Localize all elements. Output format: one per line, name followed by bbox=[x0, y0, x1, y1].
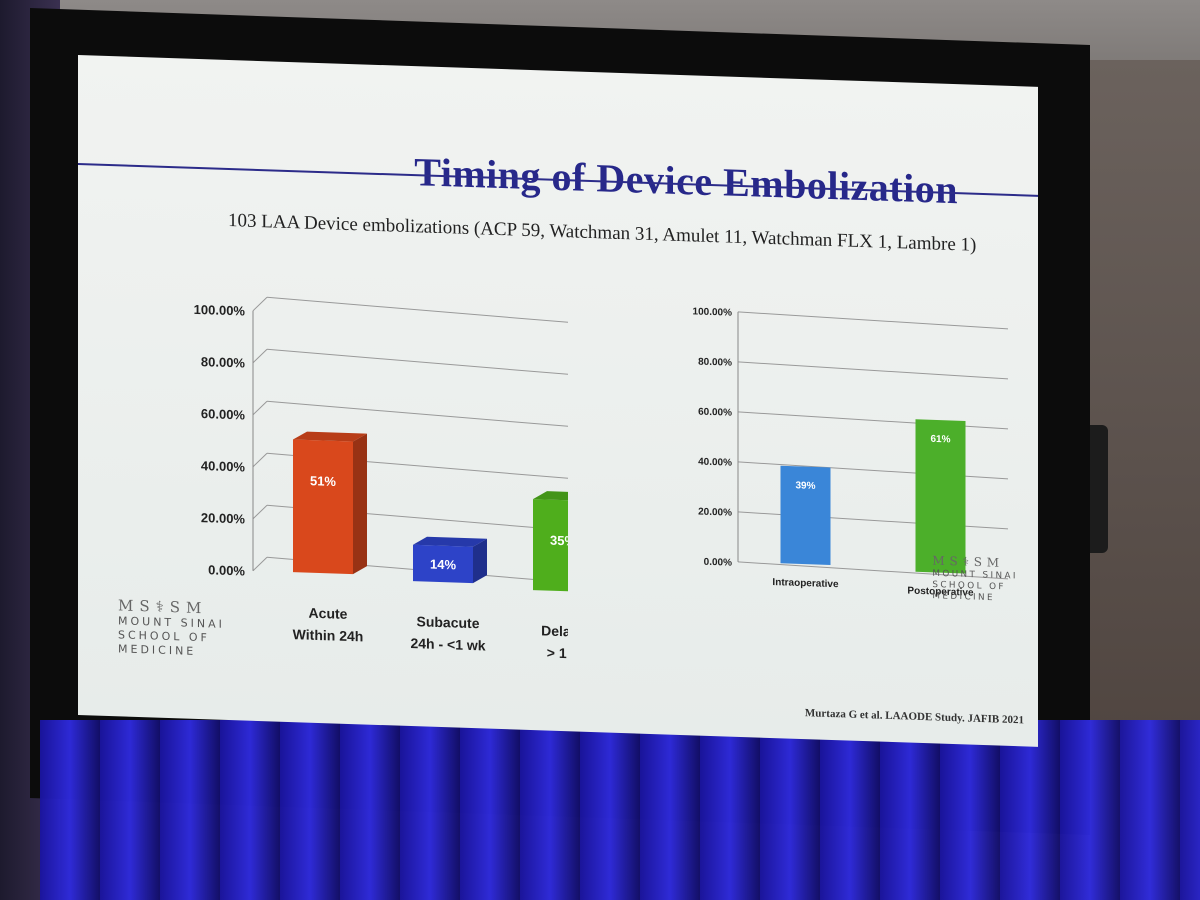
gridline bbox=[737, 561, 1009, 580]
y-tick-label: 60.00% bbox=[201, 406, 246, 422]
bar bbox=[293, 439, 353, 575]
data-label: 51% bbox=[310, 473, 336, 489]
y-tick-label: 100.00% bbox=[693, 306, 733, 318]
category-label: Delayed bbox=[541, 622, 568, 640]
timing-3d-bar-chart: 0.00% 20.00% 40.00% 60.00% 80.00% 100.00% 51% A… bbox=[194, 296, 568, 662]
bar-top bbox=[293, 431, 367, 442]
msssm-logo-left: MS⚕SM MOUNT SINAI SCHOOL OF MEDICINE bbox=[118, 596, 225, 660]
y-tick-label: 80.00% bbox=[201, 354, 246, 370]
intra-post-bar-chart: 0.00% 20.00% 40.00% 60.00% 80.00% 100.00% 39% I… bbox=[693, 306, 1009, 599]
category-label: Acute bbox=[309, 605, 348, 622]
msssm-logo-right: MS⚕SM MOUNT SINAI SCHOOL OF MEDICINE bbox=[933, 553, 1019, 604]
gridline bbox=[266, 400, 568, 432]
category-label: Intraoperative bbox=[772, 577, 839, 590]
gridline bbox=[737, 511, 1009, 530]
gridline bbox=[266, 296, 568, 328]
bar-side bbox=[473, 538, 487, 584]
gridline bbox=[737, 311, 1009, 330]
presentation-slide: Timing of Device Embolization 103 LAA De… bbox=[78, 55, 1038, 747]
grid-depth-line bbox=[252, 452, 268, 468]
bar bbox=[413, 544, 473, 584]
bar-top bbox=[413, 536, 487, 547]
gridline bbox=[266, 348, 568, 380]
data-label: 61% bbox=[930, 434, 950, 446]
y-tick-label: 40.00% bbox=[201, 458, 246, 474]
y-tick-label: 100.00% bbox=[194, 302, 246, 319]
grid-depth-line bbox=[252, 556, 268, 572]
bar bbox=[780, 465, 831, 565]
y-tick-label: 20.00% bbox=[698, 507, 732, 519]
y-tick-label: 60.00% bbox=[698, 407, 732, 419]
grid-depth-line bbox=[252, 348, 268, 364]
data-label: 14% bbox=[430, 556, 456, 572]
y-tick-label: 80.00% bbox=[698, 357, 732, 369]
data-label: 35% bbox=[550, 533, 568, 549]
data-label: 39% bbox=[795, 480, 815, 492]
y-tick-label: 0.00% bbox=[704, 557, 732, 569]
category-label: > 1 wk bbox=[547, 645, 568, 662]
gridline bbox=[737, 461, 1009, 480]
bar-side bbox=[353, 433, 367, 575]
gridline bbox=[737, 411, 1009, 430]
grid-depth-line bbox=[252, 400, 268, 416]
grid-depth-line bbox=[252, 296, 268, 312]
gridline bbox=[737, 361, 1009, 380]
category-label: Within 24h bbox=[293, 626, 364, 644]
bar bbox=[915, 419, 966, 574]
slide-title: Timing of Device Embolization bbox=[414, 149, 958, 213]
slide-subtitle: 103 LAA Device embolizations (ACP 59, Wa… bbox=[228, 209, 977, 256]
stage-drape bbox=[40, 720, 1200, 900]
category-label: Postoperative bbox=[907, 586, 974, 599]
citation: Murtaza G et al. LAAODE Study. JAFIB 202… bbox=[804, 707, 1024, 727]
category-label: 24h - <1 wk bbox=[410, 635, 485, 653]
bar-top bbox=[533, 491, 568, 502]
y-tick-label: 0.00% bbox=[208, 562, 245, 578]
y-tick-label: 40.00% bbox=[698, 457, 732, 469]
y-tick-label: 20.00% bbox=[201, 510, 246, 526]
category-label: Subacute bbox=[417, 613, 480, 631]
grid-depth-line bbox=[252, 504, 268, 520]
bar bbox=[533, 499, 568, 593]
